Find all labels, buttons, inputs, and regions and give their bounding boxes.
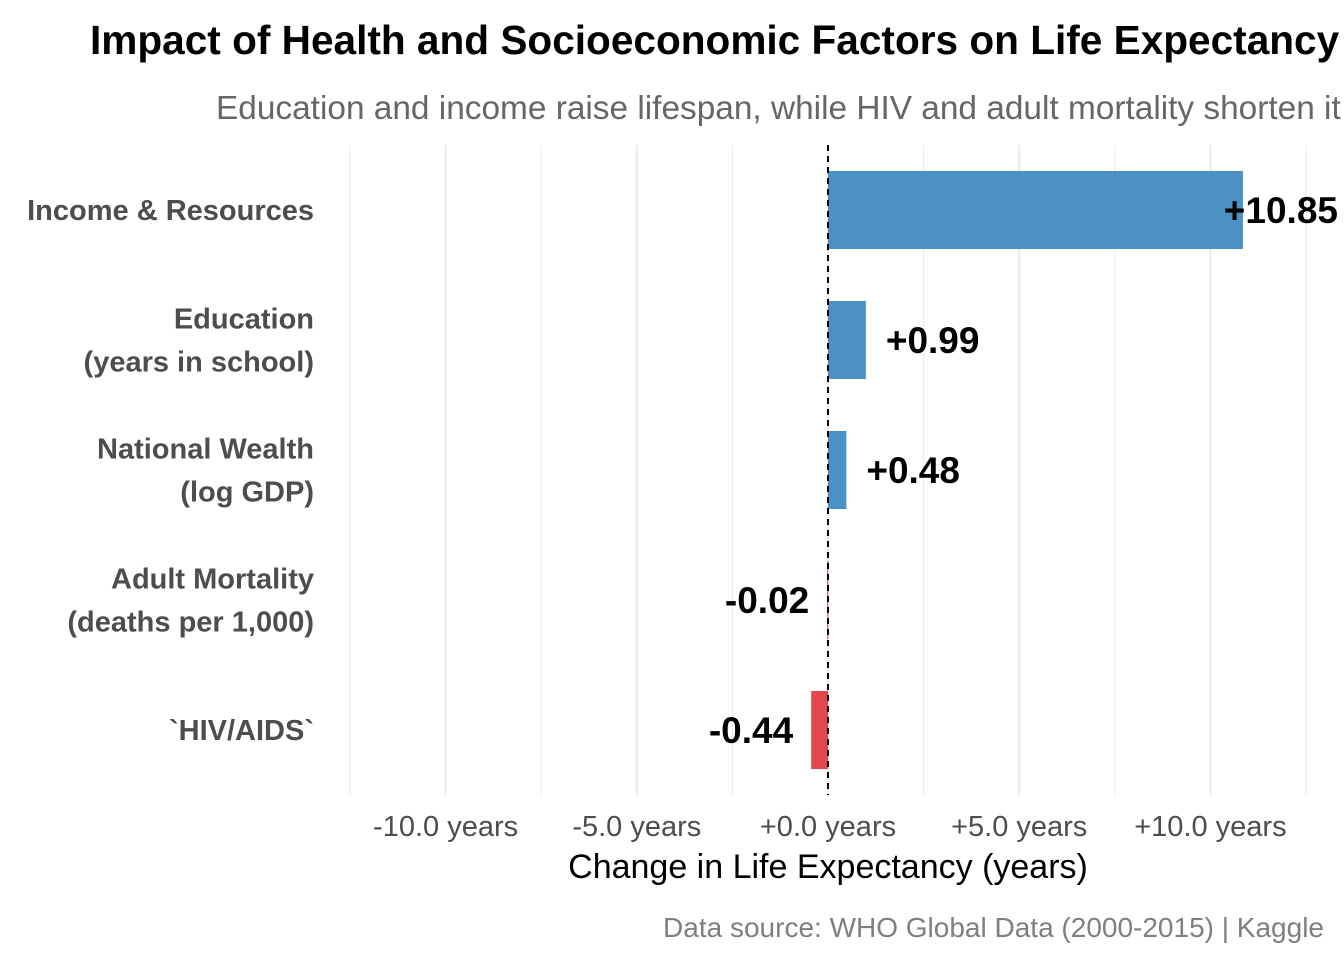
x-tick-label: -10.0 years — [373, 811, 518, 843]
value-label: +0.48 — [866, 450, 960, 491]
x-tick-label: +5.0 years — [951, 811, 1087, 843]
bar — [828, 301, 866, 379]
value-label: +0.99 — [886, 320, 980, 361]
category-label: (years in school) — [84, 347, 314, 379]
category-label: National Wealth — [97, 434, 314, 466]
bar — [811, 691, 828, 769]
chart-caption: Data source: WHO Global Data (2000-2015)… — [663, 912, 1324, 943]
category-label: Education — [174, 304, 314, 336]
chart-subtitle: Education and income raise lifespan, whi… — [216, 90, 1341, 127]
x-tick-label: -5.0 years — [572, 811, 701, 843]
value-label: -0.44 — [709, 710, 794, 751]
bar — [828, 431, 847, 509]
bar — [828, 171, 1243, 249]
category-label: Adult Mortality — [111, 564, 314, 596]
x-tick-label: +10.0 years — [1134, 811, 1286, 843]
x-tick-label: +0.0 years — [760, 811, 896, 843]
value-label: +10.85 — [1224, 190, 1338, 231]
value-label: -0.02 — [725, 580, 809, 621]
x-axis-title: Change in Life Expectancy (years) — [568, 848, 1088, 886]
category-label: Income & Resources — [27, 195, 314, 227]
category-label: `HIV/AIDS` — [169, 715, 314, 747]
category-label: (deaths per 1,000) — [67, 607, 314, 639]
category-label: (log GDP) — [180, 477, 314, 509]
chart-title: Impact of Health and Socioeconomic Facto… — [90, 17, 1340, 63]
